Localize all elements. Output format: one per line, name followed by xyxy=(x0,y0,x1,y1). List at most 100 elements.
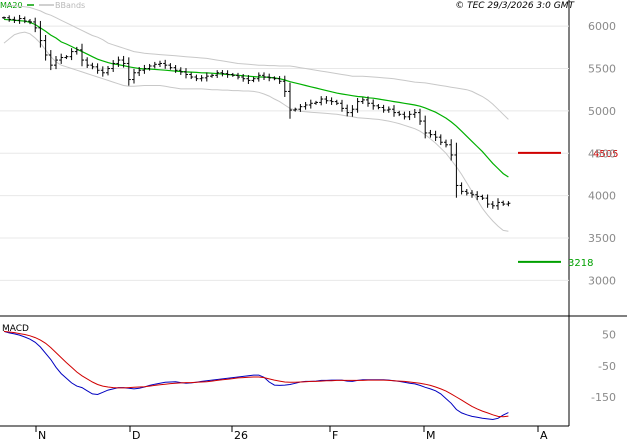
price-bar xyxy=(402,111,407,120)
price-bar xyxy=(496,198,500,210)
price-bar xyxy=(334,99,339,106)
price-bar xyxy=(454,142,459,198)
price-bar xyxy=(163,59,168,69)
price-bar xyxy=(100,66,105,77)
price-tick-4000: 4000 xyxy=(588,190,616,203)
price-bar xyxy=(90,62,95,70)
price-bar xyxy=(262,72,266,81)
price-bar xyxy=(121,55,126,68)
price-bar xyxy=(314,100,318,105)
price-bar xyxy=(298,104,303,112)
price-bar xyxy=(168,63,173,70)
bbands-layer xyxy=(3,4,509,232)
support-level-label: 3218 xyxy=(568,258,593,269)
price-bar xyxy=(220,70,225,77)
price-bar xyxy=(308,99,313,109)
price-bar xyxy=(194,74,199,82)
price-bar xyxy=(2,16,6,19)
price-bar xyxy=(324,96,329,104)
price-bar xyxy=(407,111,412,121)
price-bar xyxy=(17,14,22,24)
price-bar xyxy=(371,99,376,110)
price-bar xyxy=(158,60,162,68)
price-bar xyxy=(376,104,381,110)
price-bar xyxy=(366,96,370,107)
price-bar xyxy=(386,106,391,113)
price-bar xyxy=(303,101,308,110)
price-tick-3500: 3500 xyxy=(588,232,616,245)
price-bar xyxy=(485,194,490,208)
price-bar xyxy=(438,134,443,146)
price-bar xyxy=(288,82,292,119)
price-bar xyxy=(64,55,69,60)
price-bar xyxy=(444,139,448,148)
price-bar xyxy=(111,60,116,72)
chart-frame xyxy=(0,0,627,427)
x-tick-label: M xyxy=(426,429,436,440)
price-bar xyxy=(173,65,178,73)
x-tick-label: N xyxy=(38,429,46,440)
price-bar xyxy=(48,50,53,71)
price-bars xyxy=(2,14,511,210)
price-tick-4500: 4500 xyxy=(588,147,616,160)
price-bar xyxy=(95,63,100,74)
price-bar xyxy=(329,97,334,105)
macd-tick--150: -150 xyxy=(591,391,616,404)
price-tick-6000: 6000 xyxy=(588,20,616,33)
price-bar xyxy=(340,99,344,112)
price-bar xyxy=(428,129,433,138)
price-bar xyxy=(85,57,90,68)
price-tick-5500: 5500 xyxy=(588,63,616,76)
price-bar xyxy=(59,53,64,64)
price-bar xyxy=(142,64,147,74)
price-bar xyxy=(147,63,152,71)
price-bar xyxy=(106,66,110,76)
price-bar xyxy=(241,74,246,82)
price-bar xyxy=(230,72,235,77)
x-tick-label: A xyxy=(540,429,548,440)
macd-line xyxy=(3,330,509,421)
price-bar xyxy=(475,191,480,201)
price-bar xyxy=(43,34,48,61)
levels: 4505 3218 xyxy=(518,149,618,269)
price-bar xyxy=(392,105,396,117)
price-tick-5000: 5000 xyxy=(588,105,616,118)
price-bar xyxy=(132,68,136,84)
price-bar xyxy=(12,16,17,23)
price-bar xyxy=(204,72,209,82)
macd-title: MACD xyxy=(2,324,29,334)
price-bar xyxy=(54,56,58,70)
price-bar xyxy=(116,56,121,67)
price-bar xyxy=(480,194,485,200)
price-bar xyxy=(418,108,422,125)
x-tick-label: F xyxy=(332,429,338,440)
price-bar xyxy=(360,97,365,104)
y-axis-macd: 50 -50 -150 xyxy=(591,329,616,405)
price-bar xyxy=(490,201,495,209)
price-bar xyxy=(397,110,402,117)
price-bar xyxy=(459,182,464,195)
price-bar xyxy=(267,73,272,82)
price-bar xyxy=(126,57,131,86)
price-bar xyxy=(506,201,511,207)
x-axis: N D 26 F M A xyxy=(35,426,548,440)
price-bar xyxy=(69,48,74,61)
price-bar xyxy=(282,75,287,97)
bbands-legend-label: BBands xyxy=(55,1,85,10)
price-bar xyxy=(277,76,282,84)
price-bar xyxy=(178,67,183,75)
macd-signal-line xyxy=(3,330,509,418)
price-bar xyxy=(256,72,261,82)
price-bar xyxy=(272,76,277,81)
macd-tick-50: 50 xyxy=(602,329,616,342)
price-bar xyxy=(152,61,157,69)
price-bar xyxy=(22,16,27,24)
price-bar xyxy=(236,72,240,80)
price-bar xyxy=(470,190,474,198)
price-bar xyxy=(319,96,324,106)
price-bar xyxy=(80,43,84,67)
price-bar xyxy=(350,105,355,117)
price-bar xyxy=(184,68,188,79)
price-bar xyxy=(215,70,220,78)
